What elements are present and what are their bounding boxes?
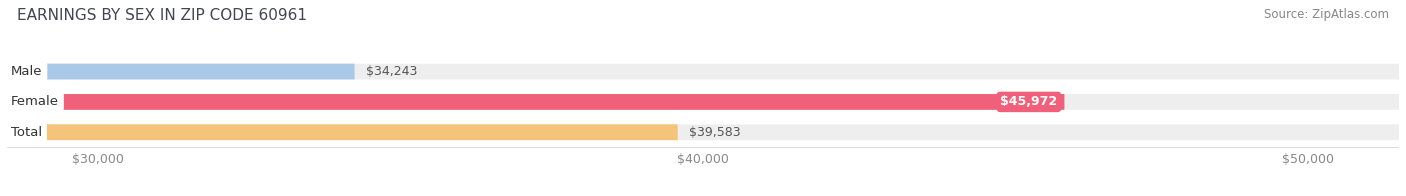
Text: Source: ZipAtlas.com: Source: ZipAtlas.com: [1264, 8, 1389, 21]
Text: Male: Male: [11, 65, 42, 78]
FancyBboxPatch shape: [7, 94, 1399, 110]
FancyBboxPatch shape: [7, 64, 354, 79]
Text: $34,243: $34,243: [366, 65, 418, 78]
Text: $39,583: $39,583: [689, 126, 741, 139]
FancyBboxPatch shape: [7, 64, 1399, 79]
FancyBboxPatch shape: [7, 124, 678, 140]
Text: Total: Total: [11, 126, 42, 139]
Text: EARNINGS BY SEX IN ZIP CODE 60961: EARNINGS BY SEX IN ZIP CODE 60961: [17, 8, 307, 23]
Text: $45,972: $45,972: [1000, 95, 1057, 108]
FancyBboxPatch shape: [7, 124, 1399, 140]
Text: Female: Female: [11, 95, 59, 108]
FancyBboxPatch shape: [7, 94, 1064, 110]
